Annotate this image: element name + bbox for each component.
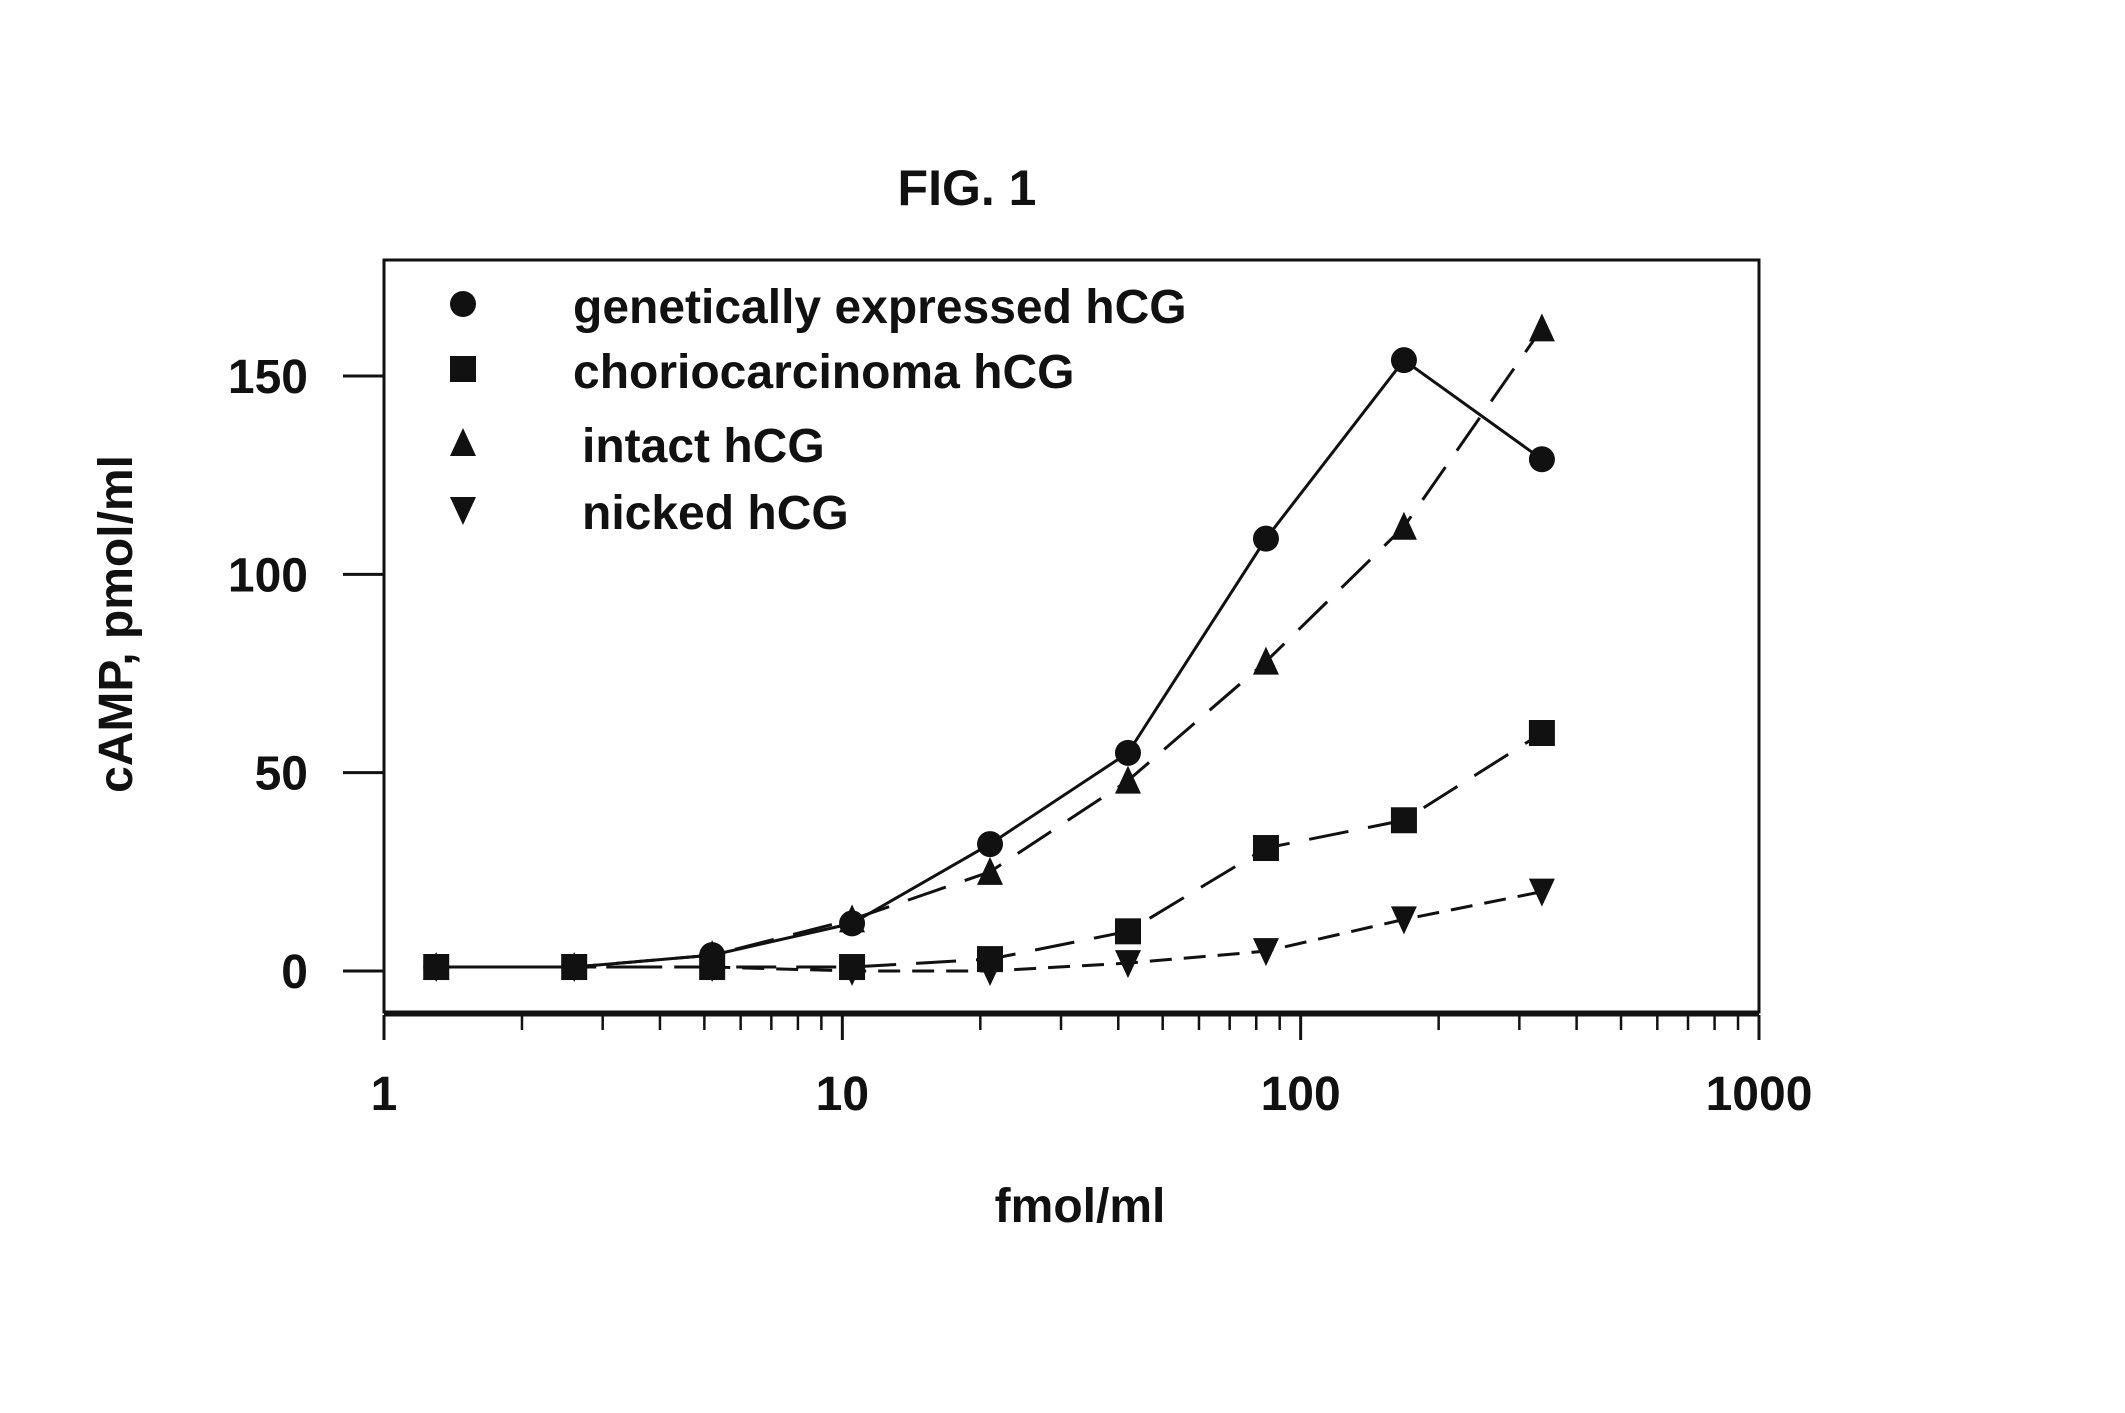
x-tick-label: 10 [816, 1068, 869, 1121]
x-tick-label: 100 [1261, 1068, 1341, 1121]
chart: FIG. 1 cAMP, pmol/ml fmol/ml 0 50 100 150 1 1… [0, 0, 2125, 1413]
data-point-genetically-expressed-hcg [977, 831, 1003, 857]
data-point-genetically-expressed-hcg [1253, 526, 1279, 552]
data-point-genetically-expressed-hcg [1115, 740, 1141, 766]
data-point-choriocarcinoma-hcg [1391, 807, 1417, 833]
data-point-choriocarcinoma-hcg [1529, 720, 1555, 746]
x-tick-label: 1 [371, 1068, 398, 1121]
data-point-choriocarcinoma-hcg [1115, 918, 1141, 944]
y-tick-label: 150 [228, 351, 308, 404]
y-tick-label: 50 [255, 748, 308, 801]
y-axis-label: cAMP, pmol/ml [90, 455, 143, 793]
data-point-choriocarcinoma-hcg [1253, 835, 1279, 861]
chart-title: FIG. 1 [898, 160, 1037, 216]
legend-label-intact-hcg: intact hCG [582, 420, 825, 473]
legend-label-nicked-hcg: nicked hCG [582, 487, 849, 540]
data-point-genetically-expressed-hcg [1529, 446, 1555, 472]
data-point-intact-hcg [1115, 766, 1141, 794]
y-tick-label: 0 [281, 946, 308, 999]
legend-marker-choriocarcinoma-hcg [450, 356, 476, 382]
y-tick-label: 100 [228, 549, 308, 602]
data-point-intact-hcg [1391, 512, 1417, 540]
legend-label-genetically-expressed-hcg: genetically expressed hCG [573, 281, 1187, 334]
legend-marker-genetically-expressed-hcg [450, 291, 476, 317]
legend-marker-nicked-hcg [450, 497, 476, 525]
legend-label-choriocarcinoma-hcg: choriocarcinoma hCG [573, 346, 1074, 399]
legend-marker-intact-hcg [450, 428, 476, 456]
x-axis-label: fmol/ml [995, 1180, 1166, 1233]
data-point-intact-hcg [1529, 313, 1555, 341]
data-point-genetically-expressed-hcg [1391, 347, 1417, 373]
data-point-intact-hcg [977, 857, 1003, 885]
x-tick-label: 1000 [1706, 1068, 1813, 1121]
